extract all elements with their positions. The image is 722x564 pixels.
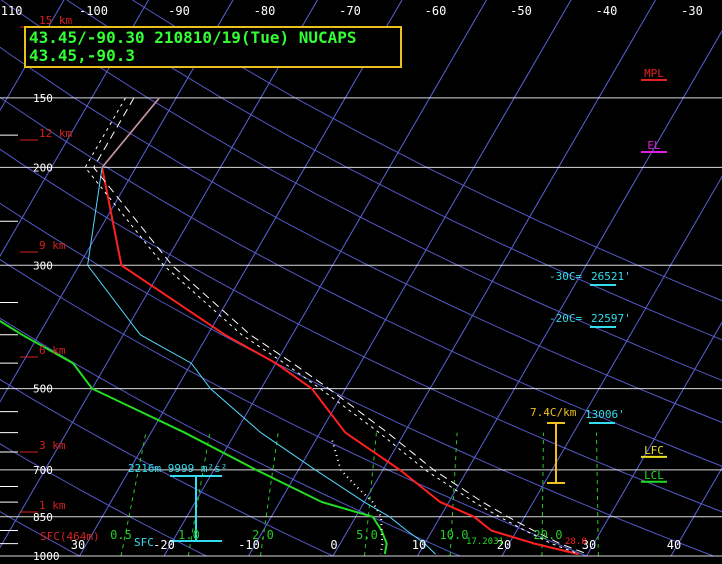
bottom-temp-tick: 30 — [71, 538, 85, 552]
lfc-marker-label: LFC — [644, 444, 664, 457]
sounding-location: 43.45,-90.3 — [29, 46, 135, 65]
isotherm-line — [163, 0, 487, 557]
mixing-ratio-line — [120, 432, 147, 557]
isotherm-line — [586, 321, 722, 557]
mpl-marker-label: MPL — [644, 67, 664, 80]
mixing-ratio-label: 10.0 — [440, 528, 469, 542]
surface-height-label: SFC(464m) — [40, 530, 100, 543]
minus30c-height: 26521' — [591, 270, 631, 283]
lapse-rate-label: 7.4C/km — [530, 406, 577, 419]
sounding-title: 43.45/-90.30 210810/19(Tue) NUCAPS — [29, 28, 357, 47]
top-temp-tick: -90 — [168, 4, 190, 18]
top-temp-tick: -100 — [79, 4, 108, 18]
minus20c-label: -20C= — [549, 312, 582, 325]
dry-adiabat-line — [0, 317, 460, 557]
isobar-label: 300 — [33, 259, 53, 272]
top-temp-tick: -60 — [425, 4, 447, 18]
top-temp-tick: -40 — [596, 4, 618, 18]
bottom-temp-tick: 30 — [582, 538, 596, 552]
isotherm-line — [0, 0, 65, 112]
isobar-label: 150 — [33, 92, 53, 105]
lcl-marker-label: LCL — [644, 469, 664, 482]
helicity-label: 2216m 9999 m²s² — [128, 462, 227, 475]
minus30c-label: -30C= — [549, 270, 582, 283]
isobar-label: 700 — [33, 464, 53, 477]
height-label: 6 km — [39, 344, 66, 357]
top-temp-tick: -30 — [681, 4, 703, 18]
bottom-temp-tick: -10 — [238, 538, 260, 552]
mixing-ratio-label: 2.0 — [252, 528, 274, 542]
mixing-ratio-label: 20.0 — [534, 528, 563, 542]
isotherm-line — [417, 30, 722, 557]
isotherm-line — [0, 0, 234, 403]
height-label: 9 km — [39, 239, 66, 252]
isotherm-line — [248, 0, 572, 557]
bottom-temp-tick: 40 — [667, 538, 681, 552]
height-label: 12 km — [39, 127, 72, 140]
dry-adiabat-line — [0, 258, 587, 557]
isotherm-line — [0, 0, 318, 549]
minus20c-height: 22597' — [591, 312, 631, 325]
isobar-label: 850 — [33, 511, 53, 524]
height-label: 1 km — [39, 499, 66, 512]
mixing-ratio-label: 0.5 — [110, 528, 132, 542]
bottom-temp-tick: -20 — [153, 538, 175, 552]
isobar-label: 200 — [33, 161, 53, 174]
bottom-temp-tick: 0 — [330, 538, 337, 552]
temperature-profile — [101, 97, 579, 556]
sounding-title-box: 43.45/-90.30 210810/19(Tue) NUCAPS 43.45… — [24, 26, 402, 68]
bottom-temp-tick: 20 — [497, 538, 511, 552]
freezing-height: 13006' — [585, 408, 625, 421]
isotherm-line — [332, 0, 656, 557]
mixing-ratio-label: 1.0 — [178, 528, 200, 542]
surface-temperature: 28.8 — [565, 537, 587, 547]
surface-dewpoint: 17.2031 — [466, 537, 504, 547]
mixing-ratio-label: 5.0 — [356, 528, 378, 542]
dewpoint-profile — [0, 319, 388, 555]
dry-adiabat-line — [132, 0, 722, 302]
isotherm-line — [79, 0, 403, 557]
top-temp-tick: -70 — [339, 4, 361, 18]
top-temp-tick: -110 — [0, 4, 22, 18]
parcel_virtual-profile — [93, 97, 588, 555]
el-marker-label: EL — [647, 139, 661, 152]
wetbulb-profile — [87, 97, 436, 555]
isobar-label: 1000 — [33, 550, 60, 563]
mixing-ratio-line — [187, 432, 211, 557]
top-temp-tick: -50 — [510, 4, 532, 18]
sfc-bracket-label: SFC — [134, 536, 154, 549]
isobar-label: 500 — [33, 383, 53, 396]
isotherm-line — [670, 467, 722, 557]
dry-adiabat-line — [66, 0, 722, 341]
bottom-temp-tick: 10 — [412, 538, 426, 552]
height-label: 3 km — [39, 439, 66, 452]
parcel-profile — [84, 97, 580, 555]
isotherm-line — [0, 0, 149, 257]
top-temp-tick: -80 — [254, 4, 276, 18]
height-label: 15 km — [39, 14, 72, 27]
